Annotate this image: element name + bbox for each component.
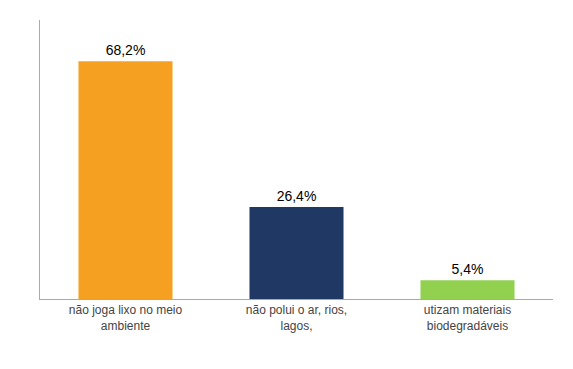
svg-text:26,4%: 26,4% — [277, 188, 317, 204]
svg-text:não joga lixo no meioambiente: não joga lixo no meioambiente — [69, 303, 183, 333]
svg-text:5,4%: 5,4% — [452, 261, 484, 277]
svg-text:68,2%: 68,2% — [106, 42, 146, 58]
svg-text:não polui o ar, rios,lagos,: não polui o ar, rios,lagos, — [246, 303, 347, 333]
svg-text:utizam materiaisbiodegradáveis: utizam materiaisbiodegradáveis — [424, 303, 511, 333]
